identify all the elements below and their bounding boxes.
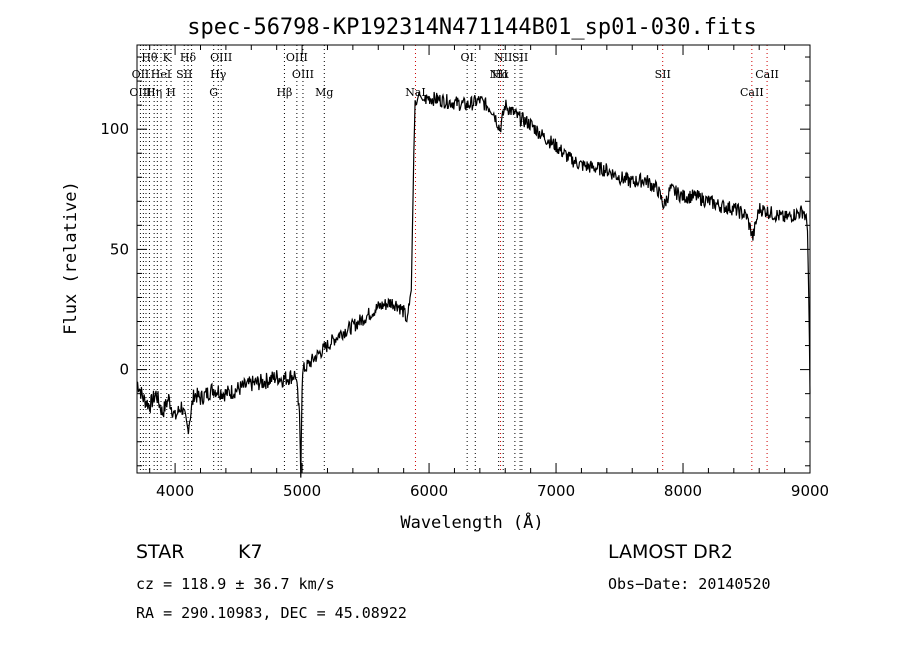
spectral-line-label: CaII (755, 68, 779, 81)
spectral-line-label: NaI (405, 86, 426, 99)
chart-title: spec-56798-KP192314N471144B01_sp01-030.f… (187, 15, 757, 40)
spectral-line-label: OIII (210, 51, 232, 64)
x-axis-label: Wavelength (Å) (400, 511, 543, 533)
spectral-line-label: HeI (151, 68, 171, 81)
x-tick-label: 7000 (537, 482, 575, 500)
axis-ticks: 4000 5000 6000 7000 8000 9000 0 50 100 (100, 45, 829, 500)
x-tick-label: 8000 (664, 482, 702, 500)
spectral-line-label: Hβ (276, 86, 292, 99)
spectral-line-label: K (163, 51, 172, 64)
plot-frame (136, 44, 811, 474)
spectral-line-label: NII (494, 51, 512, 64)
sky-coordinates: RA = 290.10983, DEC = 45.08922 (136, 604, 407, 622)
spectral-line-label: Hδ (180, 51, 197, 64)
y-tick-label: 50 (110, 240, 129, 258)
spectral-line-label: OI (460, 51, 473, 64)
y-tick-label: 0 (119, 361, 129, 379)
x-tick-label: 6000 (410, 482, 448, 500)
spectral-line-label: OIII (292, 68, 314, 81)
object-class: STAR (136, 541, 185, 563)
x-tick-label: 9000 (791, 482, 829, 500)
y-axis-label: Flux (relative) (61, 181, 81, 335)
spectral-line-label: OIII (129, 86, 151, 99)
flux-series-line (136, 91, 811, 478)
redshift-velocity: cz = 118.9 ± 36.7 km/s (136, 575, 335, 593)
spectral-line-label: SII (512, 51, 528, 64)
spectral-line-label: NII (489, 68, 507, 81)
spectral-line-label: G (209, 86, 218, 99)
spectral-line-label: CaII (740, 86, 764, 99)
spectral-line-label: Hα (492, 68, 510, 81)
spectral-line-label: Hη (146, 86, 162, 99)
spectral-line-label: SII (176, 68, 192, 81)
spectral-line-label: Mg (315, 86, 333, 99)
object-subclass: K7 (238, 541, 263, 563)
x-tick-label: 4000 (156, 482, 194, 500)
spectral-line-label: H (166, 86, 176, 99)
y-tick-label: 100 (100, 120, 129, 138)
x-tick-label: 5000 (283, 482, 321, 500)
spectral-line-label: OIII (286, 51, 308, 64)
spectral-line-label: Hθ (141, 51, 158, 64)
survey-name: LAMOST DR2 (608, 541, 733, 563)
spectral-line-label: SII (655, 68, 671, 81)
spectral-line-label: OII (132, 68, 150, 81)
spectral-line-label: Hγ (210, 68, 227, 81)
observation-date: Obs−Date: 20140520 (608, 575, 771, 593)
